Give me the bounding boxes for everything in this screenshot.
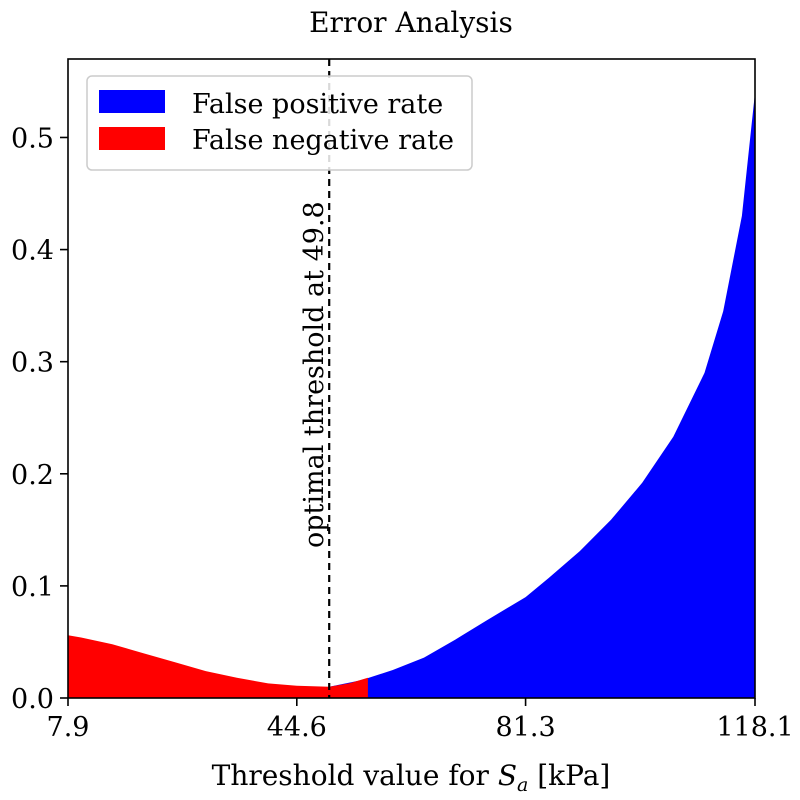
x-axis-label-symbol: S (498, 759, 517, 792)
area-false-negative-rate (68, 635, 368, 698)
x-tick-label: 7.9 (47, 712, 90, 743)
x-axis-ticks: 7.9 44.6 81.3 118.1 (47, 698, 794, 743)
area-false-positive-rate (68, 92, 755, 699)
x-tick-label: 118.1 (716, 712, 793, 743)
x-axis-label-unit: [kPa] (528, 759, 610, 792)
x-axis-label-text: Threshold value for (212, 759, 498, 792)
area-fills (68, 92, 755, 699)
optimal-threshold-label: optimal threshold at 49.8 (299, 201, 330, 548)
y-axis-ticks: 0.0 0.1 0.2 0.3 0.4 0.5 (11, 123, 68, 715)
y-tick-label: 0.5 (11, 123, 54, 154)
y-tick-label: 0.0 (11, 684, 54, 715)
x-axis-label-subscript: a (517, 774, 528, 796)
y-tick-label: 0.1 (11, 572, 54, 603)
x-axis-label: Threshold value for Sa [kPa] (212, 759, 611, 796)
legend-swatch-false-negative (99, 127, 165, 150)
y-tick-label: 0.2 (11, 460, 54, 491)
x-tick-label: 44.6 (267, 712, 327, 743)
chart-title: Error Analysis (309, 6, 513, 39)
plot-frame (67, 58, 756, 699)
legend-swatch-false-positive (99, 90, 165, 113)
legend-label-false-negative: False negative rate (192, 125, 454, 156)
y-tick-label: 0.3 (11, 348, 54, 379)
legend-label-false-positive: False positive rate (192, 89, 443, 120)
legend-box (86, 75, 473, 171)
y-tick-label: 0.4 (11, 236, 54, 267)
x-tick-label: 81.3 (496, 712, 556, 743)
legend: False positive rate False negative rate (86, 75, 473, 171)
